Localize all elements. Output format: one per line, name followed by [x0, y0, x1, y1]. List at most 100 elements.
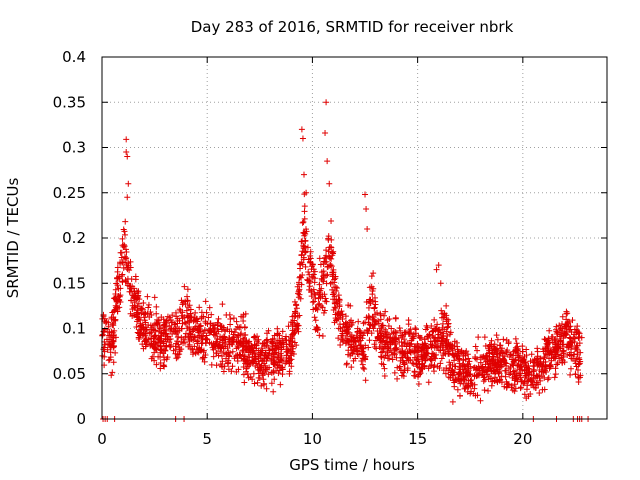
- data-point: [298, 274, 305, 281]
- data-point: [146, 330, 153, 337]
- x-tick-label: 10: [303, 430, 322, 448]
- data-point: [123, 149, 130, 156]
- data-point: [393, 346, 400, 353]
- data-point: [243, 365, 250, 372]
- data-point: [110, 332, 117, 339]
- data-point: [301, 203, 308, 210]
- data-point: [122, 218, 129, 225]
- data-point: [269, 343, 276, 350]
- data-point: [454, 386, 461, 393]
- data-point: [358, 332, 365, 339]
- data-point: [177, 307, 184, 314]
- data-point: [271, 376, 278, 383]
- data-point: [316, 255, 323, 262]
- data-point: [411, 369, 418, 376]
- data-point: [181, 319, 188, 326]
- data-point: [108, 315, 115, 322]
- data-point: [390, 329, 397, 336]
- data-point: [523, 395, 530, 402]
- data-point: [225, 339, 232, 346]
- data-point: [214, 319, 221, 326]
- data-point: [391, 351, 398, 358]
- data-point: [315, 301, 322, 308]
- data-point: [138, 310, 145, 317]
- data-point: [153, 303, 160, 310]
- data-point: [377, 310, 384, 317]
- data-point: [578, 334, 585, 341]
- data-point: [379, 348, 386, 355]
- data-point: [299, 135, 306, 142]
- data-point: [434, 338, 441, 345]
- data-point: [557, 337, 564, 344]
- data-point: [359, 345, 366, 352]
- data-point: [553, 361, 560, 368]
- data-point: [210, 346, 217, 353]
- data-point: [206, 304, 213, 311]
- data-point: [112, 304, 119, 311]
- data-point: [512, 335, 519, 342]
- data-point: [558, 354, 565, 361]
- data-point: [323, 247, 330, 254]
- data-point: [397, 357, 404, 364]
- data-point: [354, 335, 361, 342]
- data-point: [153, 310, 160, 317]
- data-point: [169, 312, 176, 319]
- data-point: [170, 347, 177, 354]
- x-tick-label: 0: [97, 430, 107, 448]
- data-point: [220, 368, 227, 375]
- data-point: [488, 382, 495, 389]
- y-tick-label: 0.3: [62, 139, 86, 157]
- data-point: [518, 384, 525, 391]
- data-point: [255, 336, 262, 343]
- data-point: [218, 323, 225, 330]
- data-point: [219, 364, 226, 371]
- data-point: [482, 355, 489, 362]
- data-point: [572, 360, 579, 367]
- data-point: [301, 208, 308, 215]
- data-point: [335, 335, 342, 342]
- data-point: [404, 365, 411, 372]
- data-point: [502, 367, 509, 374]
- data-point: [343, 361, 350, 368]
- data-point: [193, 316, 200, 323]
- data-point: [456, 352, 463, 359]
- data-point: [491, 370, 498, 377]
- data-point: [343, 328, 350, 335]
- data-point: [361, 329, 368, 336]
- data-point: [428, 357, 435, 364]
- data-point: [575, 373, 582, 380]
- data-point: [498, 373, 505, 380]
- data-point: [297, 295, 304, 302]
- data-point: [445, 320, 452, 327]
- data-point: [325, 248, 332, 255]
- data-point: [133, 323, 140, 330]
- data-point: [112, 349, 119, 356]
- data-point: [559, 359, 566, 366]
- data-point: [561, 330, 568, 337]
- data-point: [348, 349, 355, 356]
- data-point: [305, 268, 312, 275]
- data-point: [496, 376, 503, 383]
- data-point: [497, 342, 504, 349]
- data-point: [266, 364, 273, 371]
- data-point: [563, 343, 570, 350]
- data-point: [114, 264, 121, 271]
- data-point: [235, 332, 242, 339]
- data-point: [328, 236, 335, 243]
- data-point: [560, 348, 567, 355]
- data-point: [263, 366, 270, 373]
- data-point: [121, 253, 128, 260]
- data-point: [173, 355, 180, 362]
- data-point: [289, 348, 296, 355]
- data-point: [461, 376, 468, 383]
- data-point: [451, 379, 458, 386]
- data-point: [322, 298, 329, 305]
- data-point: [199, 355, 206, 362]
- data-point: [295, 290, 302, 297]
- data-point: [265, 371, 272, 378]
- data-point: [227, 349, 234, 356]
- data-point: [187, 310, 194, 317]
- data-point: [220, 333, 227, 340]
- data-point: [176, 346, 183, 353]
- data-point: [178, 325, 185, 332]
